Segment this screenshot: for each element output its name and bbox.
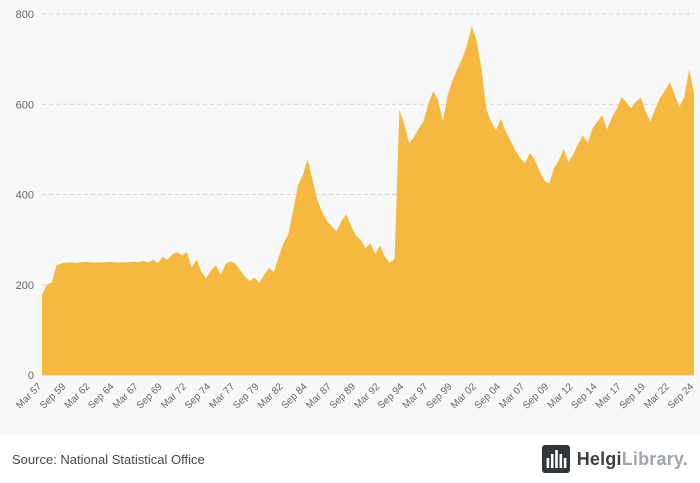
y-axis-tick-label: 600 (16, 99, 34, 111)
brand-name-secondary: Library. (621, 448, 688, 469)
x-axis-tick-label: Sep 19 (618, 381, 648, 411)
x-axis-tick-label: Sep 09 (521, 381, 551, 411)
brand-name-primary: Helgi (576, 448, 622, 469)
source-text: Source: National Statistical Office (12, 451, 205, 467)
x-axis-tick-label: Sep 64 (86, 381, 116, 411)
x-axis-tick-label: Sep 74 (183, 381, 213, 411)
y-axis-tick-label: 0 (28, 370, 34, 382)
brand-bars-icon (541, 445, 570, 473)
x-axis-tick-label: Sep 99 (424, 381, 454, 411)
brand-logo-link[interactable]: HelgiLibrary. (541, 445, 688, 473)
y-axis-tick-label: 400 (16, 190, 34, 202)
x-axis-tick-label: Sep 69 (135, 381, 165, 411)
x-axis-tick-label: Sep 14 (569, 381, 599, 411)
x-axis-tick-label: Sep 59 (38, 381, 68, 411)
y-axis-tick-label: 200 (16, 280, 34, 292)
area-series[interactable] (42, 26, 694, 375)
x-axis-tick-label: Sep 04 (473, 381, 503, 411)
x-axis-tick-label: Sep 84 (280, 381, 310, 411)
x-axis-tick-label: Sep 79 (231, 381, 261, 411)
x-axis-tick-label: Sep 94 (376, 381, 406, 411)
x-axis-tick-label: Sep 24 (666, 381, 696, 411)
y-axis-tick-label: 800 (16, 9, 34, 21)
brand-text: HelgiLibrary. (577, 449, 688, 470)
chart: 0 200 400 600 800 Mar 57 Sep 59 Mar 62 Sep 64 Mar… (14, 9, 697, 412)
footer: Source: National Statistical Office Helg… (0, 435, 700, 483)
x-axis-tick-label: Sep 89 (328, 381, 358, 411)
